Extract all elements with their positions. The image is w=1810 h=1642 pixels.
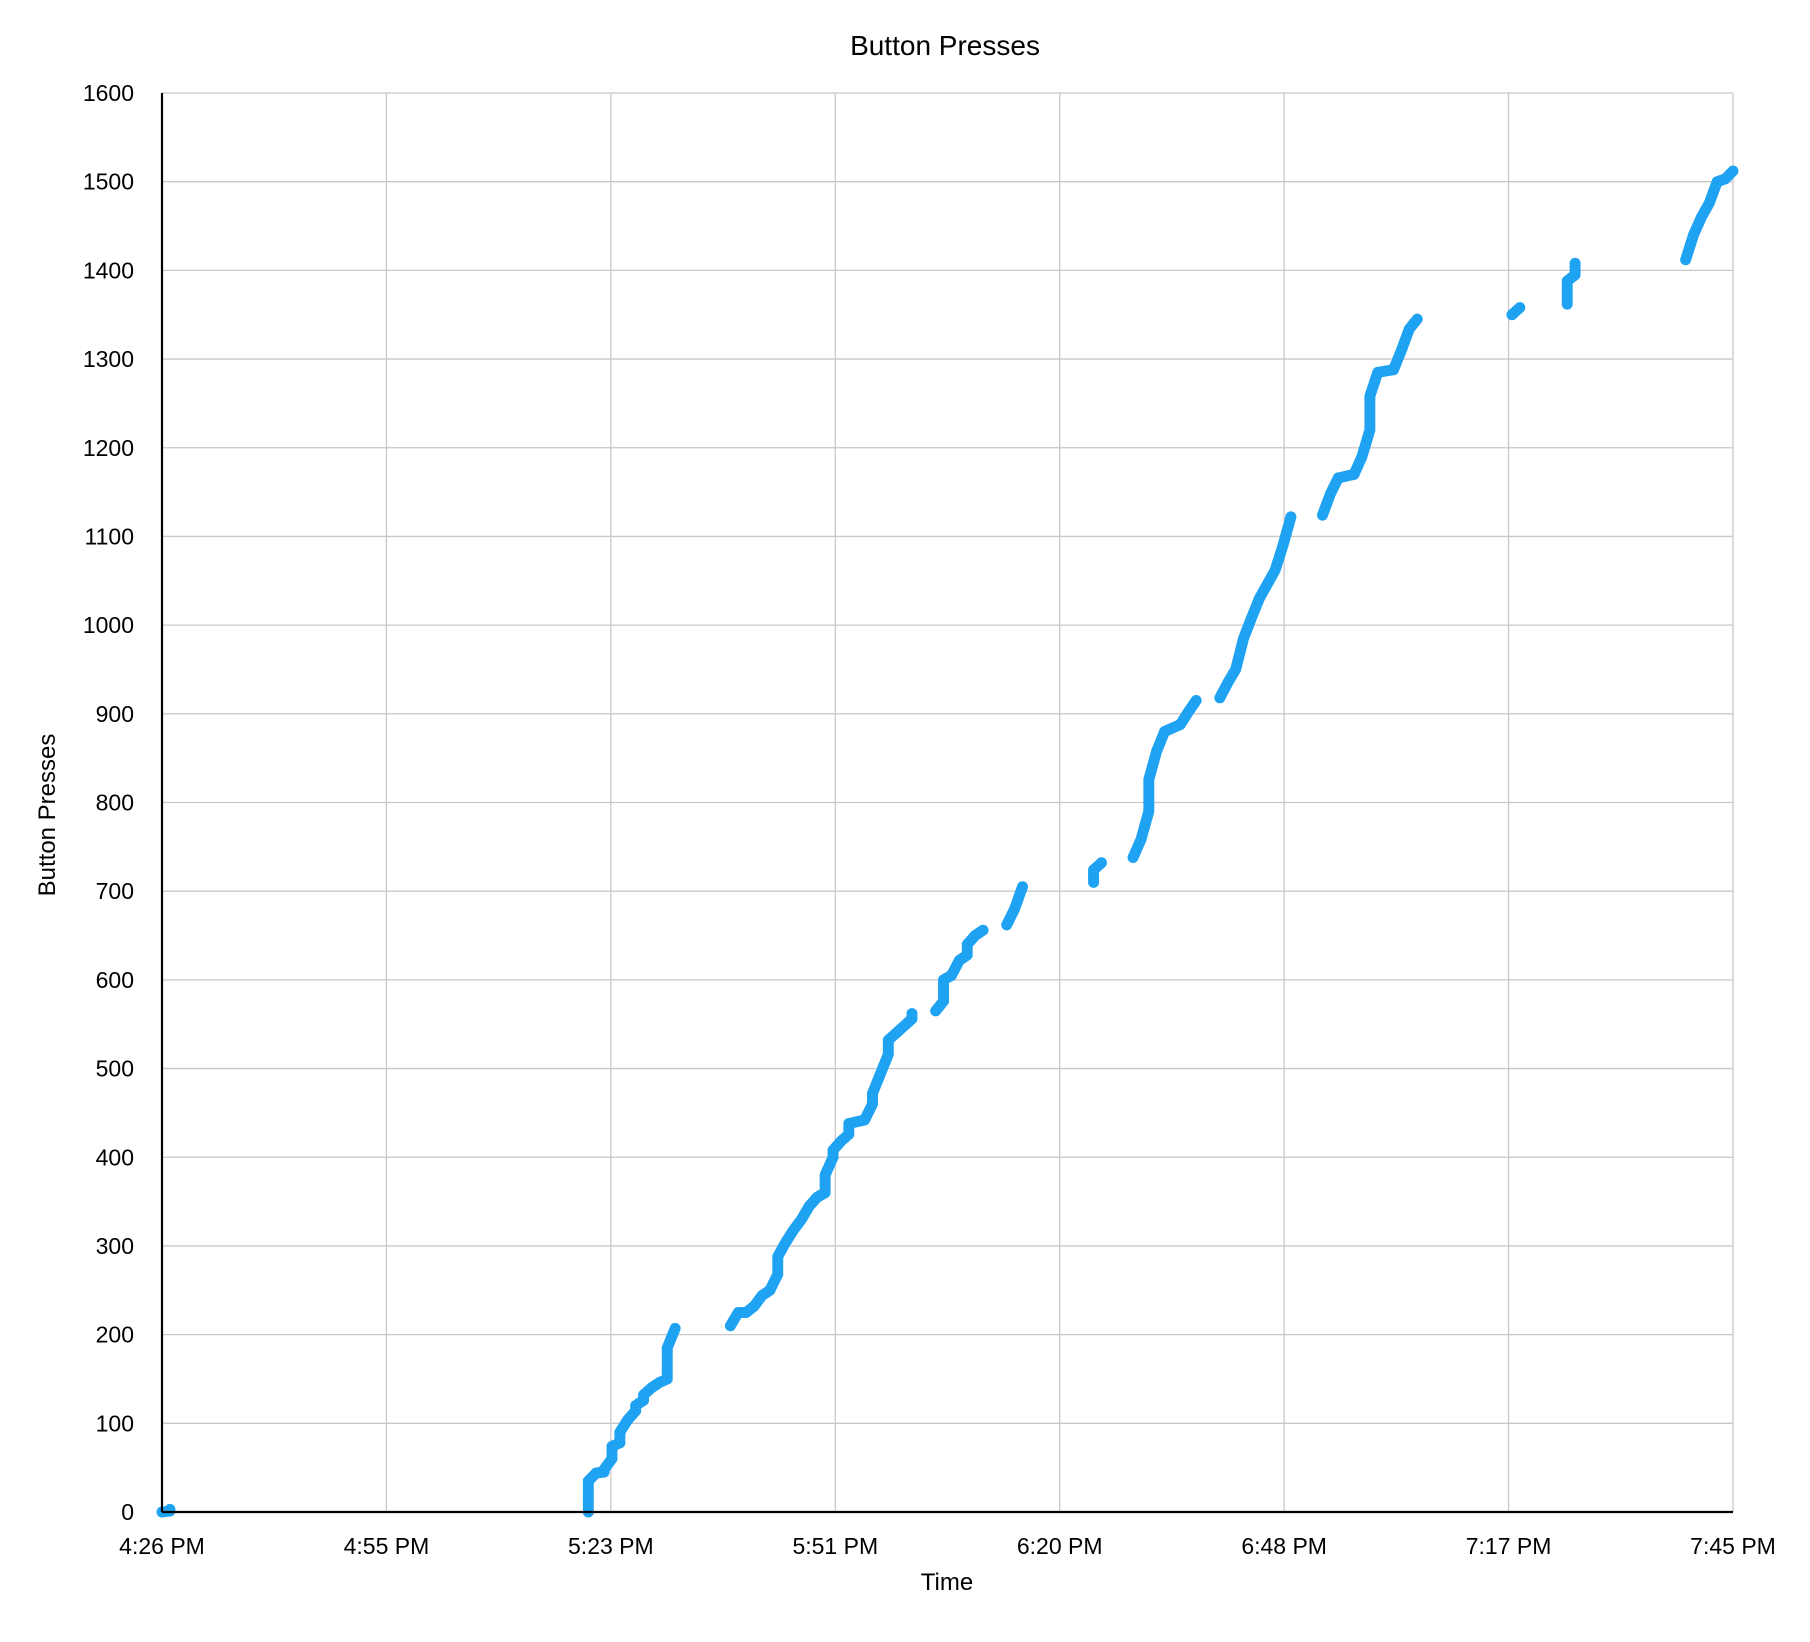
axes [160,93,1733,1514]
y-tick-label: 0 [121,1499,134,1525]
gridlines [162,92,1734,1512]
data-points [156,165,1739,1518]
y-tick-label: 700 [96,878,134,904]
x-tick-label: 7:45 PM [1690,1533,1776,1559]
x-tick-labels: 4:26 PM 4:55 PM 5:23 PM 5:51 PM 6:20 PM 6:48 … [119,1533,1776,1559]
y-tick-label: 200 [96,1322,134,1348]
x-tick-label: 6:20 PM [1017,1533,1103,1559]
data-point [1016,881,1028,893]
data-point [1285,511,1297,523]
data-point [1727,165,1739,177]
x-tick-label: 6:48 PM [1241,1533,1327,1559]
y-tick-label: 1600 [83,80,134,106]
x-tick-label: 4:55 PM [344,1533,430,1559]
y-tick-label: 600 [96,967,134,993]
y-tick-labels: 0 100 200 300 400 500 600 700 800 900 1000 1100 1200… [83,80,134,1525]
y-tick-label: 300 [96,1233,134,1259]
y-tick-label: 1300 [83,346,134,372]
data-point [1411,313,1423,325]
y-tick-label: 500 [96,1056,134,1082]
y-tick-label: 1200 [83,435,134,461]
y-tick-label: 1500 [83,169,134,195]
y-tick-label: 400 [96,1144,134,1170]
x-axis-label: Time [921,1569,973,1596]
y-tick-label: 1000 [83,612,134,638]
chart-title: Button Presses [850,30,1040,61]
y-tick-label: 1100 [85,523,134,549]
x-tick-label: 5:23 PM [568,1533,654,1559]
data-point [1569,257,1581,269]
data-point [906,1008,918,1020]
x-tick-label: 5:51 PM [792,1533,878,1559]
data-point [1514,302,1526,314]
y-tick-label: 100 [96,1410,134,1436]
data-point [669,1322,681,1334]
y-tick-label: 1400 [83,257,134,283]
y-tick-label: 900 [96,701,134,727]
y-tick-label: 800 [96,790,134,816]
data-point [164,1503,176,1515]
x-tick-label: 4:26 PM [119,1533,205,1559]
data-point [1190,695,1202,707]
y-axis-label: Button Presses [34,734,61,897]
data-point [1095,857,1107,869]
data-point [977,924,989,936]
x-tick-label: 7:17 PM [1466,1533,1552,1559]
